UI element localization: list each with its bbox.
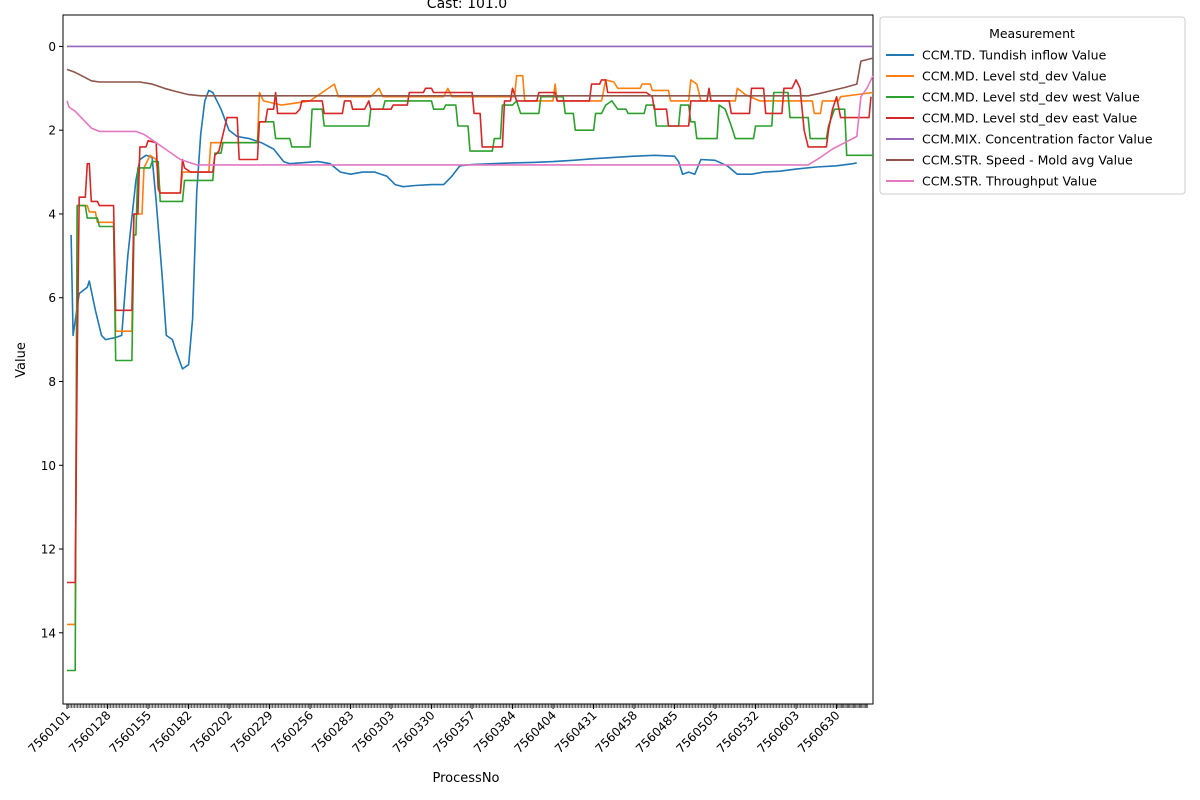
series-line-1 <box>70 89 857 370</box>
y-tick-label: 2 <box>48 124 56 138</box>
series-line-4 <box>67 79 872 584</box>
x-tick-label: 7560603 <box>754 708 802 756</box>
series-line-2 <box>67 74 874 626</box>
legend-entry: CCM.STR. Speed - Mold avg Value <box>922 153 1133 168</box>
x-tick-label: 7560431 <box>552 708 600 756</box>
x-tick-label: 7560256 <box>268 708 316 756</box>
legend-entry: CCM.STR. Throughput Value <box>922 174 1097 189</box>
x-tick-label: 7560458 <box>592 708 640 756</box>
y-tick-label: 12 <box>41 543 56 557</box>
x-tick-label: 7560283 <box>309 708 357 756</box>
legend-entry: CCM.MIX. Concentration factor Value <box>922 132 1153 147</box>
x-tick-label: 7560128 <box>66 708 114 756</box>
x-tick-label: 7560532 <box>714 708 762 756</box>
x-tick-label: 7560182 <box>147 708 195 756</box>
x-tick-label: 7560630 <box>795 708 843 756</box>
y-axis-label: Value <box>14 342 29 378</box>
y-tick-label: 6 <box>48 291 56 305</box>
legend-title: Measurement <box>989 26 1075 41</box>
x-tick-label: 7560202 <box>187 708 235 756</box>
x-tick-label: 7560101 <box>25 708 73 756</box>
x-axis-label: ProcessNo <box>433 771 500 786</box>
legend-entry: CCM.MD. Level std_dev east Value <box>922 111 1138 126</box>
y-tick-label: 10 <box>41 459 56 473</box>
x-tick-label: 7560404 <box>511 708 559 756</box>
y-tick-label: 14 <box>41 626 56 640</box>
series-lines <box>66 45 874 672</box>
chart-title: Cast: 101.0 <box>427 0 507 12</box>
y-tick-label: 8 <box>48 375 56 389</box>
x-tick-label: 7560357 <box>430 708 478 756</box>
series-line-7 <box>66 75 874 166</box>
x-tick-label: 7560155 <box>106 708 154 756</box>
legend-entry: CCM.MD. Level std_dev west Value <box>922 90 1140 105</box>
x-tick-label: 7560330 <box>390 708 438 756</box>
x-tick-label: 7560485 <box>633 708 681 756</box>
x-tick-label: 7560303 <box>349 708 397 756</box>
plot-area <box>62 14 874 705</box>
x-tick-label: 7560505 <box>673 708 721 756</box>
legend-box <box>879 16 1186 195</box>
y-tick-label: 0 <box>48 40 56 54</box>
series-line-3 <box>67 91 873 672</box>
x-tick-label: 7560384 <box>471 708 519 756</box>
series-line-6 <box>66 57 874 97</box>
legend-entry: CCM.TD. Tundish inflow Value <box>922 48 1107 63</box>
x-tick-label: 7560229 <box>228 708 276 756</box>
legend-entry: CCM.MD. Level std_dev Value <box>922 69 1107 84</box>
y-tick-label: 4 <box>48 207 56 221</box>
legend: Measurement CCM.TD. Tundish inflow Value… <box>879 16 1186 195</box>
y-axis: 0 2 4 6 8 10 12 14 <box>41 40 63 640</box>
x-axis: 7560101756012875601557560182756020275602… <box>25 704 869 756</box>
